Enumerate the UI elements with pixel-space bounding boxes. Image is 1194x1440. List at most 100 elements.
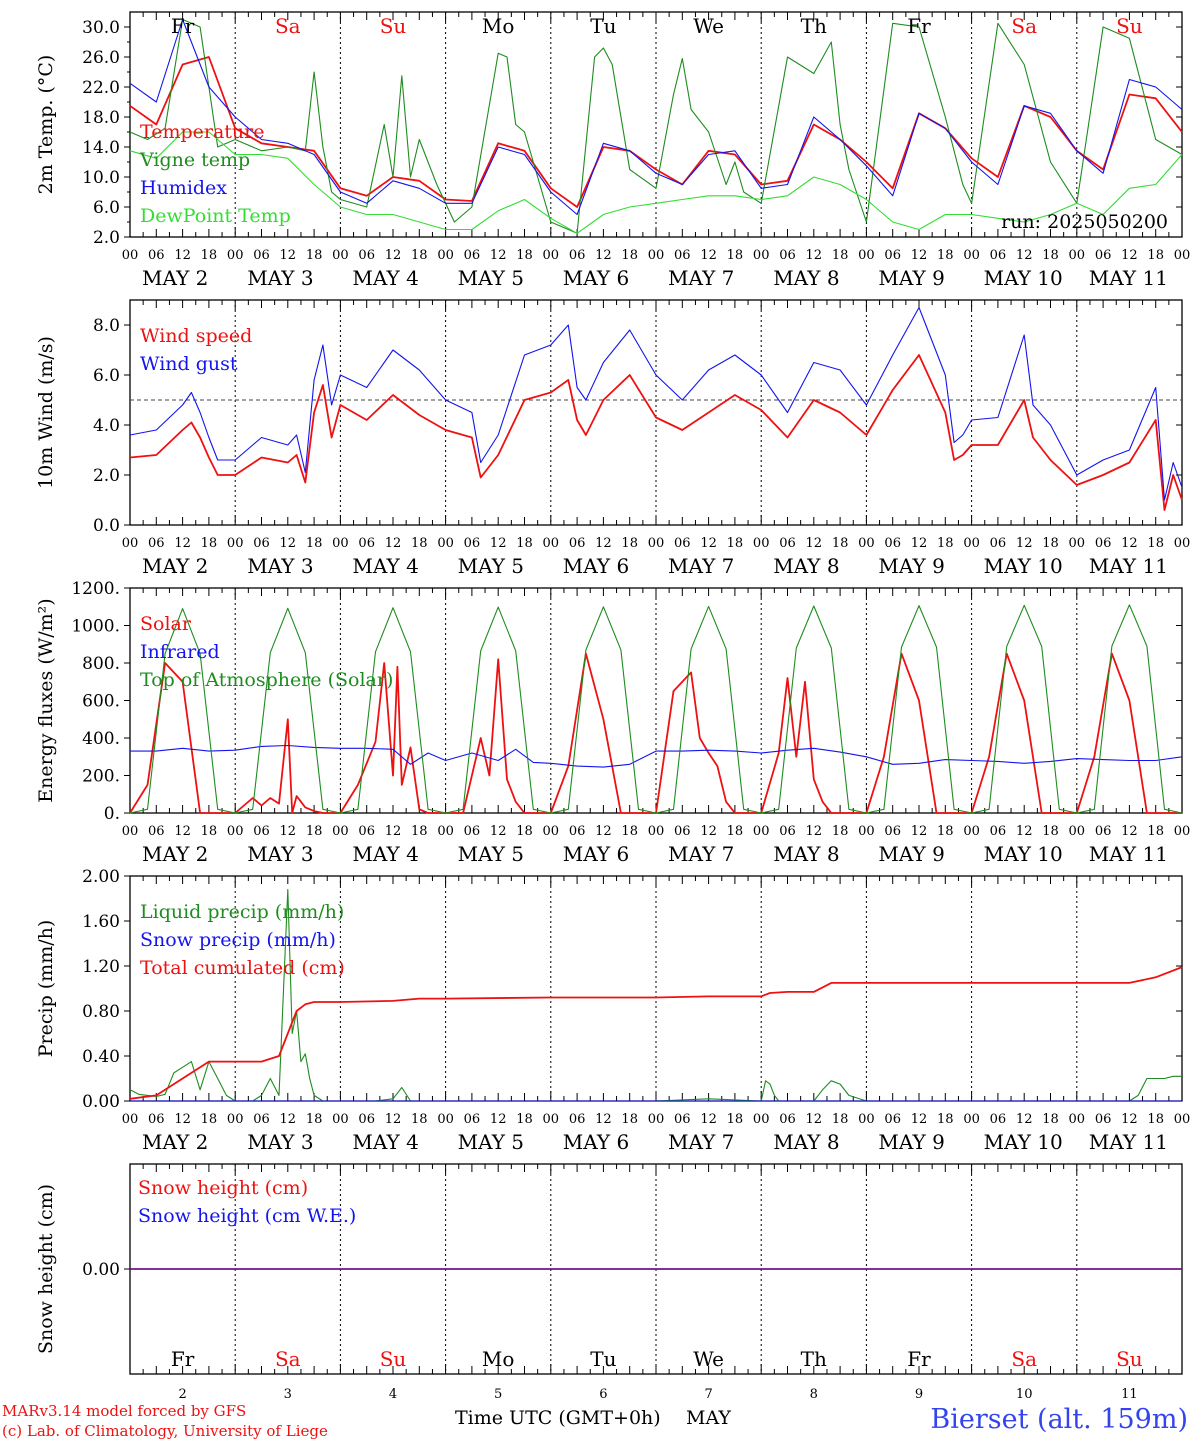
hour-label: 18: [621, 536, 638, 551]
weekday-top: Tu: [590, 14, 616, 38]
y-tick-label: 14.0: [82, 138, 120, 158]
hour-label: 06: [358, 248, 375, 263]
hour-label: 18: [1147, 248, 1164, 263]
hour-label: 12: [700, 536, 717, 551]
hour-label: 12: [595, 1112, 612, 1127]
hour-label: 00: [227, 536, 244, 551]
day-label: MAY 11: [1089, 842, 1168, 866]
hour-label: 00: [332, 1112, 349, 1127]
hour-label: 00: [753, 536, 770, 551]
hour-label: 00: [858, 1112, 875, 1127]
hour-label: 00: [963, 248, 980, 263]
hour-label: 06: [464, 248, 481, 263]
day-label: MAY 5: [458, 1130, 524, 1154]
hour-label: 12: [490, 824, 507, 839]
hour-label: 06: [569, 248, 586, 263]
weekday-top: Fr: [907, 14, 931, 38]
hour-label: 12: [595, 824, 612, 839]
y-tick-label: 30.0: [82, 18, 120, 38]
hour-label: 00: [1069, 536, 1086, 551]
hour-label: 18: [516, 248, 533, 263]
day-label: MAY 7: [668, 1130, 734, 1154]
day-label: MAY 11: [1089, 554, 1168, 578]
hour-label: 00: [858, 824, 875, 839]
hour-label: 18: [832, 1112, 849, 1127]
weekday-top: Sa: [1011, 14, 1037, 38]
day-label: MAY 3: [247, 554, 313, 578]
day-number: 7: [704, 1387, 712, 1402]
hour-label: 06: [148, 1112, 165, 1127]
hour-label: 06: [148, 536, 165, 551]
hour-label: 00: [122, 824, 139, 839]
hour-label: 18: [306, 536, 323, 551]
y-axis-title: 2m Temp. (°C): [35, 55, 57, 195]
hour-label: 00: [543, 248, 560, 263]
day-number: 8: [810, 1387, 818, 1402]
hour-label: 18: [201, 824, 218, 839]
hour-label: 12: [280, 248, 297, 263]
hour-label: 00: [648, 536, 665, 551]
day-label: MAY 6: [563, 842, 629, 866]
hour-label: 18: [1147, 1112, 1164, 1127]
hour-label: 06: [464, 536, 481, 551]
hour-label: 00: [1174, 1112, 1191, 1127]
hour-label: 06: [148, 248, 165, 263]
hour-label: 00: [648, 248, 665, 263]
day-number: 5: [494, 1387, 502, 1402]
hour-label: 06: [253, 248, 270, 263]
weekday-top: Su: [1116, 14, 1143, 38]
hour-label: 06: [464, 1112, 481, 1127]
hour-label: 18: [411, 536, 428, 551]
credit-line-2: (c) Lab. of Climatology, University of L…: [2, 1422, 328, 1440]
day-label: MAY 2: [142, 554, 208, 578]
weekday-bottom: Tu: [590, 1347, 616, 1371]
hour-label: 00: [332, 824, 349, 839]
hour-label: 00: [753, 1112, 770, 1127]
y-tick-label: 0.80: [82, 1002, 120, 1022]
hour-label: 12: [1121, 248, 1138, 263]
hour-label: 00: [227, 824, 244, 839]
weekday-top: Mo: [482, 14, 515, 38]
weekday-bottom: Su: [1116, 1347, 1143, 1371]
legend-entry: Wind speed: [140, 325, 252, 347]
day-label: MAY 8: [773, 554, 839, 578]
hour-label: 12: [1016, 1112, 1033, 1127]
hour-label: 12: [700, 248, 717, 263]
hour-label: 12: [1016, 248, 1033, 263]
y-tick-label: 10.0: [82, 168, 120, 188]
hour-label: 18: [937, 1112, 954, 1127]
hour-label: 18: [621, 1112, 638, 1127]
hour-label: 18: [201, 1112, 218, 1127]
hour-label: 00: [1069, 824, 1086, 839]
hour-label: 18: [516, 824, 533, 839]
hour-label: 18: [727, 1112, 744, 1127]
y-tick-label: 2.0: [93, 228, 120, 248]
weekday-top: Sa: [275, 14, 301, 38]
hour-label: 12: [1121, 824, 1138, 839]
hour-label: 00: [227, 1112, 244, 1127]
y-tick-label: 8.0: [93, 316, 120, 336]
hour-label: 00: [753, 248, 770, 263]
hour-label: 18: [727, 248, 744, 263]
y-tick-label: 18.0: [82, 108, 120, 128]
day-number: 4: [389, 1387, 397, 1402]
hour-label: 00: [1069, 248, 1086, 263]
hour-label: 18: [832, 824, 849, 839]
weekday-bottom: We: [693, 1347, 724, 1371]
hour-label: 00: [1174, 248, 1191, 263]
day-label: MAY 3: [247, 1130, 313, 1154]
legend-entry: Temperature: [140, 121, 264, 143]
hour-label: 00: [122, 248, 139, 263]
y-axis-title: Precip (mm/h): [35, 920, 57, 1058]
weekday-bottom: Sa: [1011, 1347, 1037, 1371]
credit-line-1: MARv3.14 model forced by GFS: [2, 1402, 246, 1420]
hour-label: 12: [700, 1112, 717, 1127]
hour-label: 06: [1095, 1112, 1112, 1127]
hour-label: 12: [174, 824, 191, 839]
weekday-bottom: Fr: [907, 1347, 931, 1371]
hour-label: 12: [174, 536, 191, 551]
y-tick-label: 6.0: [93, 198, 120, 218]
y-tick-label: 0.00: [82, 1260, 120, 1280]
series-line-2: [129, 966, 1183, 1100]
hour-label: 18: [727, 536, 744, 551]
